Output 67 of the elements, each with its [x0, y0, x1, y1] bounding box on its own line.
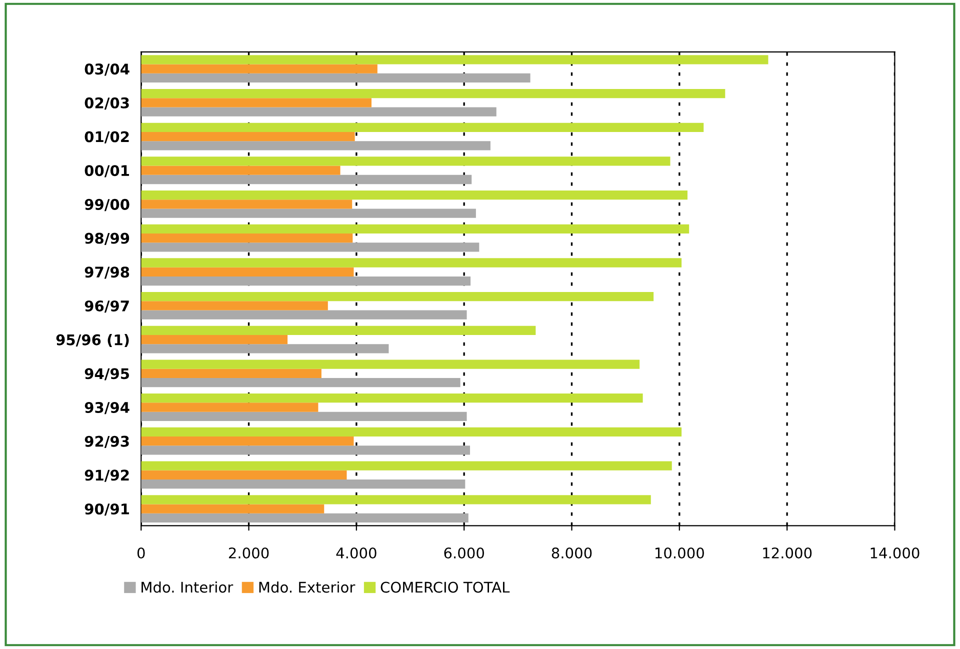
bar — [141, 267, 354, 276]
bar — [141, 335, 288, 344]
bar — [141, 402, 318, 412]
bar — [141, 360, 640, 369]
bar — [141, 208, 476, 218]
bar — [141, 513, 468, 522]
bar — [141, 233, 353, 243]
bar — [141, 132, 355, 142]
bar — [141, 200, 352, 209]
bar — [141, 276, 471, 286]
x-tick-label: 8.000 — [552, 547, 592, 559]
bar — [141, 446, 470, 455]
y-tick-label: 03/04 — [84, 64, 130, 76]
bar — [141, 156, 670, 166]
x-tick-label: 0 — [137, 547, 145, 559]
bar — [141, 64, 378, 74]
bar — [141, 436, 354, 446]
bar — [141, 461, 672, 470]
y-tick-label: 01/02 — [84, 131, 129, 144]
bar — [141, 122, 704, 132]
bar — [141, 368, 322, 378]
y-tick-label: 97/98 — [84, 266, 130, 279]
x-tick-label: 4.000 — [336, 547, 376, 559]
bar — [141, 190, 688, 200]
bar — [141, 258, 682, 268]
y-tick-label: 92/93 — [84, 436, 129, 448]
x-tick-label: 14.000 — [870, 547, 920, 559]
bar — [141, 107, 496, 116]
y-tick-label: 96/97 — [84, 300, 129, 313]
y-tick-label: 95/96 (1) — [56, 334, 129, 348]
x-tick-label: 2.000 — [228, 547, 269, 559]
bar — [141, 224, 690, 234]
y-tick-label: 00/01 — [84, 165, 130, 178]
bar — [141, 394, 643, 403]
bar — [141, 504, 324, 514]
bar — [141, 301, 328, 310]
bar — [141, 292, 654, 302]
y-tick-label: 02/03 — [84, 97, 129, 110]
bar — [141, 98, 372, 108]
x-tick-label: 10.000 — [655, 547, 704, 559]
bar — [141, 427, 682, 437]
legend-label: Mdo. Exterior — [259, 581, 356, 593]
y-tick-label: 98/99 — [84, 232, 130, 245]
bar — [141, 174, 472, 184]
bar — [141, 378, 460, 388]
bar — [141, 166, 340, 175]
bar — [141, 344, 389, 354]
bar — [141, 242, 480, 252]
bar — [141, 470, 347, 480]
bar — [141, 479, 466, 489]
y-tick-label: 91/92 — [84, 470, 129, 482]
legend-label: COMERCIO TOTAL — [380, 582, 510, 593]
y-tick-label: 90/91 — [84, 503, 130, 516]
y-tick-label: 94/95 — [84, 368, 129, 380]
y-tick-label: 93/94 — [84, 402, 130, 414]
x-tick-label: 6.000 — [444, 547, 484, 559]
bar — [141, 55, 768, 64]
bar — [141, 495, 651, 504]
bar — [141, 412, 467, 421]
x-tick-label: 12.000 — [763, 547, 812, 559]
legend-label: Mdo. Interior — [142, 581, 234, 593]
bar — [141, 73, 530, 83]
bar — [141, 310, 467, 320]
y-tick-label: 99/00 — [84, 198, 130, 212]
bar — [141, 141, 490, 150]
bar — [141, 326, 536, 335]
bar — [141, 88, 726, 98]
